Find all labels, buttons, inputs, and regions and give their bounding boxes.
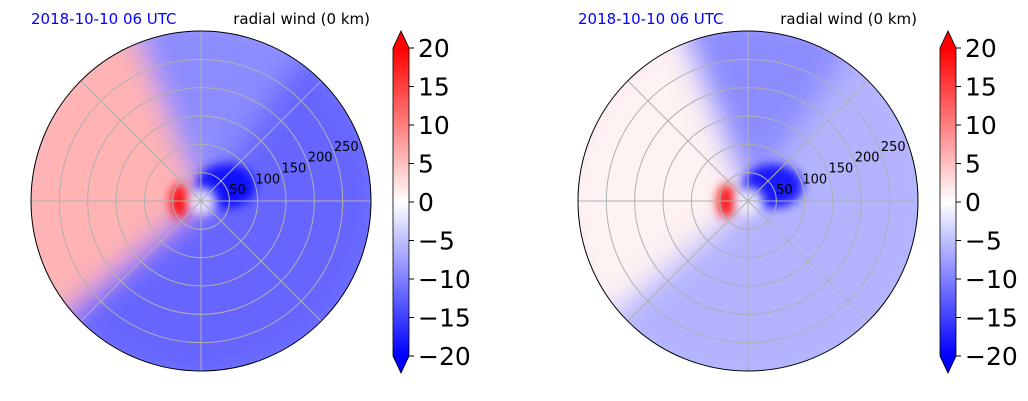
title-left: 2018-10-10 06 UTC [578,10,724,28]
colorbar-tick-label: 10 [965,111,997,140]
polar-frame [577,30,919,372]
radial-tick-label: 150 [829,161,854,176]
colorbar-tick-label: −5 [418,227,455,256]
colorbar-tick-label: −10 [418,265,471,294]
grid-spoke [627,80,749,202]
colorbar-tick-label: 20 [965,34,997,63]
grid-spoke [200,200,322,322]
grid-spoke [80,200,202,322]
colorbar-left: 20 15 10 5 0 −5 −10 −15 −20 [392,30,471,374]
grid-spoke [200,80,322,202]
colorbar-tick-label: 5 [418,150,434,179]
colorbar-tick-label: 0 [418,188,434,217]
title-right: radial wind (0 km) [780,10,917,28]
colorbar-tick-label: 20 [418,34,450,63]
grid-spoke [627,200,749,322]
colorbar-tick-label: 0 [965,188,981,217]
radial-tick-label: 150 [282,161,307,176]
colorbar-tick-label: −10 [965,265,1018,294]
radial-tick-label: 50 [229,183,246,198]
polar-frame [30,30,372,372]
colorbar-right: 20 15 10 5 0 −5 −10 −15 −20 [939,30,1018,374]
colorbar-tick-label: −15 [965,304,1018,333]
colorbar-tick-label: −20 [965,342,1018,371]
radial-tick-label: 50 [776,183,793,198]
colorbar-tick-label: 15 [418,73,450,102]
radial-tick-label: 100 [255,172,280,187]
colorbar-tick-label: −15 [418,304,471,333]
radial-tick-label: 200 [855,151,880,166]
radial-tick-label: 250 [881,140,906,155]
title-left: 2018-10-10 06 UTC [31,10,177,28]
colorbar-extend-top [940,31,956,48]
colorbar-extend-top [393,31,409,48]
colorbar-tick-label: −5 [965,227,1002,256]
field-sector-south [601,44,918,371]
colorbar-body [940,48,956,356]
field-cores [717,164,803,218]
grid-spoke [747,200,869,322]
colorbar-tick-label: −20 [418,342,471,371]
title-right: radial wind (0 km) [233,10,370,28]
polar-grid-right [578,31,918,371]
colorbar-body [393,48,409,356]
field-sector-south [54,44,371,371]
radial-tick-label: 200 [308,151,333,166]
colorbar-ticks-right: 20 15 10 5 0 −5 −10 −15 −20 [956,34,1018,371]
field-sectors [31,31,371,371]
colorbar-extend-bottom [940,356,956,373]
colorbar-ticks-left: 20 15 10 5 0 −5 −10 −15 −20 [409,34,471,371]
colorbar-extend-bottom [393,356,409,373]
radial-tick-label: 100 [802,172,827,187]
field-sectors [578,31,918,371]
colorbar-tick-label: 10 [418,111,450,140]
grid-spoke [747,80,869,202]
colorbar-tick-label: 5 [965,150,981,179]
polar-grid-left [31,31,371,371]
grid-spoke [80,80,202,202]
radial-tick-label: 250 [334,140,359,155]
colorbar-tick-label: 15 [965,73,997,102]
